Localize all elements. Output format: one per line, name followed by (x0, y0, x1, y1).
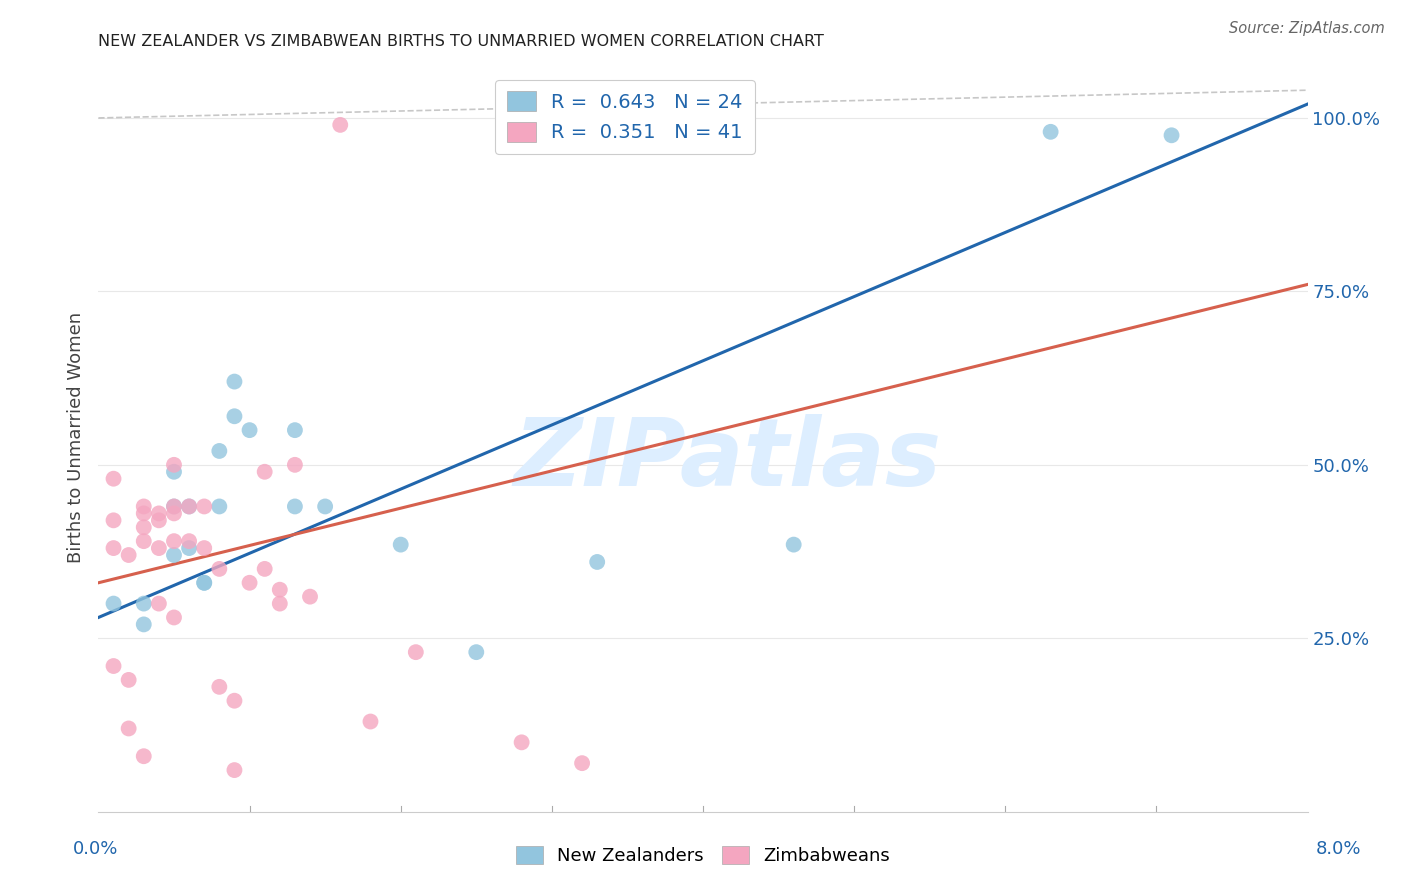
Point (783, 538, 806, 552)
Point (1160, 128, 1182, 143)
Point (465, 645, 488, 659)
Point (510, 735, 533, 749)
Point (224, 409, 246, 424)
Point (208, 680, 231, 694)
Text: ZIPatlas: ZIPatlas (513, 414, 941, 506)
Text: NEW ZEALANDER VS ZIMBABWEAN BIRTHS TO UNMARRIED WOMEN CORRELATION CHART: NEW ZEALANDER VS ZIMBABWEAN BIRTHS TO UN… (98, 34, 824, 49)
Point (360, 714, 382, 729)
Point (148, 507, 170, 521)
Text: 8.0%: 8.0% (1316, 840, 1361, 858)
Point (179, 500, 201, 514)
Point (208, 444, 231, 458)
Point (193, 500, 215, 514)
Point (148, 513, 170, 527)
Point (132, 617, 155, 632)
Point (284, 423, 307, 437)
Text: 0.0%: 0.0% (73, 840, 118, 858)
Point (269, 582, 291, 597)
Point (193, 575, 215, 590)
Point (389, 538, 412, 552)
Text: Source: ZipAtlas.com: Source: ZipAtlas.com (1229, 21, 1385, 36)
Point (103, 597, 125, 611)
Y-axis label: Births to Unmarried Women: Births to Unmarried Women (66, 311, 84, 563)
Legend: New Zealanders, Zimbabweans: New Zealanders, Zimbabweans (509, 838, 897, 872)
Point (163, 500, 186, 514)
Point (148, 541, 170, 555)
Point (132, 507, 155, 521)
Point (193, 541, 215, 555)
Point (1039, 125, 1062, 139)
Point (132, 749, 155, 764)
Point (586, 555, 609, 569)
Point (405, 645, 427, 659)
Point (103, 513, 125, 527)
Point (329, 118, 352, 132)
Point (224, 694, 246, 708)
Point (163, 465, 186, 479)
Point (132, 597, 155, 611)
Point (132, 500, 155, 514)
Point (132, 520, 155, 534)
Point (163, 548, 186, 562)
Point (208, 500, 231, 514)
Point (132, 534, 155, 549)
Point (163, 610, 186, 624)
Point (253, 465, 276, 479)
Point (118, 722, 141, 736)
Point (163, 500, 186, 514)
Point (179, 541, 201, 555)
Point (284, 458, 307, 472)
Point (284, 500, 307, 514)
Point (239, 575, 262, 590)
Point (103, 541, 125, 555)
Point (571, 756, 593, 771)
Point (163, 507, 186, 521)
Point (193, 575, 215, 590)
Point (118, 673, 141, 687)
Point (103, 472, 125, 486)
Legend: R =  0.643   N = 24, R =  0.351   N = 41: R = 0.643 N = 24, R = 0.351 N = 41 (495, 79, 755, 153)
Point (163, 458, 186, 472)
Point (224, 375, 246, 389)
Point (148, 597, 170, 611)
Point (314, 500, 336, 514)
Point (269, 597, 291, 611)
Point (118, 548, 141, 562)
Point (179, 534, 201, 549)
Point (224, 763, 246, 777)
Point (103, 659, 125, 673)
Point (299, 590, 322, 604)
Point (163, 534, 186, 549)
Point (239, 423, 262, 437)
Point (179, 500, 201, 514)
Point (208, 562, 231, 576)
Point (253, 562, 276, 576)
